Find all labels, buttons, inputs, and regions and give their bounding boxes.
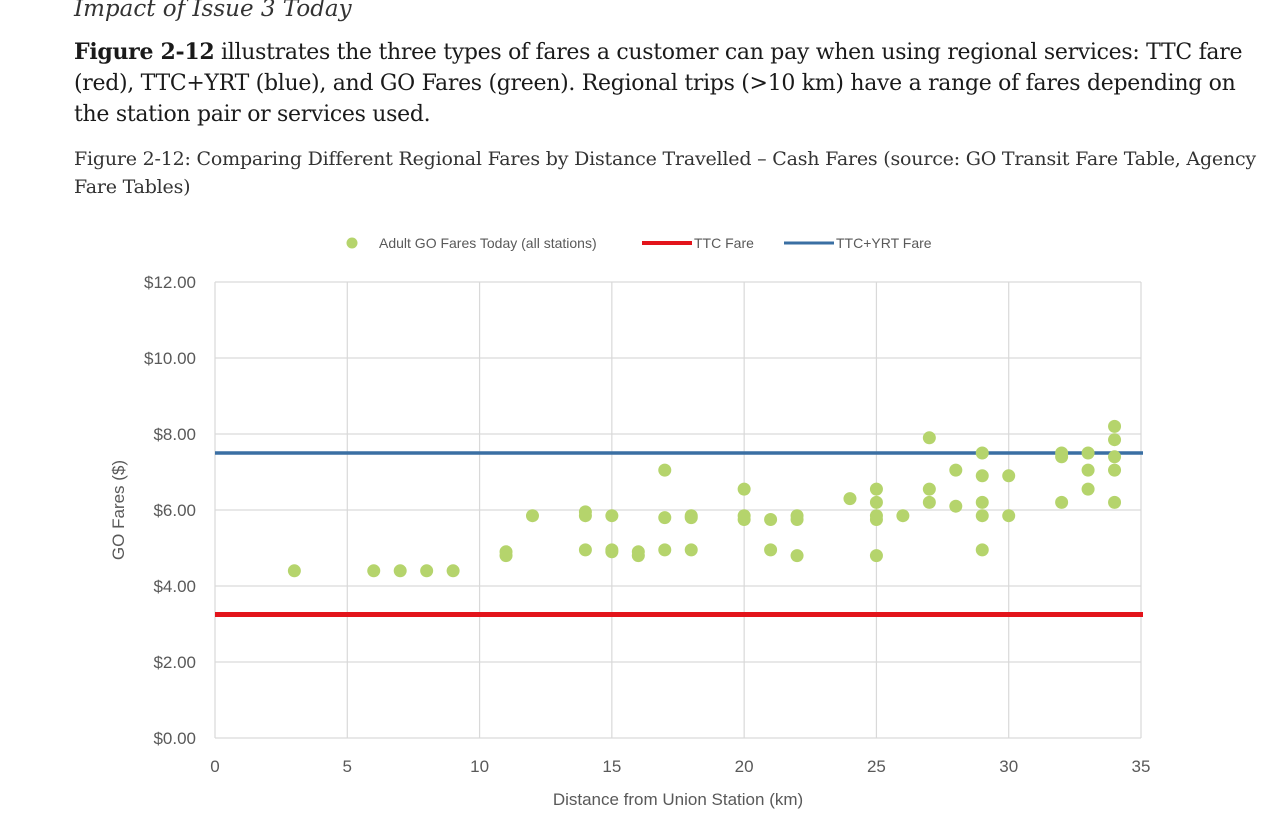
go-fare-point <box>975 509 989 523</box>
go-fare-point <box>684 509 698 523</box>
go-fare-point <box>1055 446 1069 460</box>
y-tick-label: $8.00 <box>153 425 196 444</box>
go-fare-point <box>975 446 989 460</box>
go-fare-point <box>1002 509 1016 523</box>
chart-legend: Adult GO Fares Today (all stations) TTC … <box>346 235 932 251</box>
y-tick-label: $6.00 <box>153 501 196 520</box>
y-tick-label: $10.00 <box>144 349 196 368</box>
x-tick-label: 20 <box>735 757 754 776</box>
go-fare-point <box>1055 495 1069 509</box>
go-fare-point <box>1108 495 1122 509</box>
go-fare-point <box>287 564 301 578</box>
go-fare-point <box>869 509 883 523</box>
go-fare-point <box>446 564 460 578</box>
go-fare-point <box>790 549 804 563</box>
go-fare-point <box>1081 463 1095 477</box>
y-tick-label: $0.00 <box>153 729 196 748</box>
x-tick-label: 10 <box>470 757 489 776</box>
go-fare-point <box>737 509 751 523</box>
go-fare-point <box>764 543 778 557</box>
go-fare-point <box>658 463 672 477</box>
legend-yrt-label: TTC+YRT Fare <box>836 235 932 251</box>
go-fare-point <box>843 492 857 506</box>
go-fare-point <box>975 543 989 557</box>
y-axis-title: GO Fares ($) <box>109 460 128 560</box>
go-fare-point <box>367 564 381 578</box>
legend-ttc-label: TTC Fare <box>694 235 754 251</box>
go-fare-point <box>869 549 883 563</box>
go-fare-point <box>922 495 936 509</box>
legend-go-marker <box>346 237 358 249</box>
body-paragraph: Figure 2-12 illustrates the three types … <box>74 37 1264 130</box>
x-tick-label: 25 <box>867 757 886 776</box>
go-fare-point <box>684 543 698 557</box>
axis-ticks-layer: $0.00 $2.00 $4.00 $6.00 $8.00 $10.00 $12.00 0 5 1… <box>144 273 1150 776</box>
go-fare-point <box>658 511 672 525</box>
x-tick-label: 5 <box>343 757 352 776</box>
go-fare-point <box>605 543 619 557</box>
figure-reference: Figure 2-12 <box>74 39 215 65</box>
go-fare-point <box>605 509 619 523</box>
go-fare-point <box>1081 446 1095 460</box>
go-fare-point <box>922 431 936 445</box>
grid-layer <box>214 281 1142 739</box>
x-axis-title: Distance from Union Station (km) <box>553 790 803 809</box>
go-fare-point <box>869 495 883 509</box>
x-tick-label: 0 <box>210 757 219 776</box>
legend-go-label: Adult GO Fares Today (all stations) <box>379 235 597 251</box>
go-fare-point <box>949 463 963 477</box>
go-fare-point <box>949 499 963 513</box>
go-fare-point <box>975 469 989 483</box>
go-fare-point <box>737 482 751 496</box>
go-fare-point <box>578 505 592 519</box>
y-tick-label: $4.00 <box>153 577 196 596</box>
x-tick-label: 30 <box>999 757 1018 776</box>
go-fare-point <box>1002 469 1016 483</box>
figure-caption: Figure 2-12: Comparing Different Regiona… <box>74 148 1256 198</box>
go-fare-point <box>922 482 936 496</box>
go-fare-point <box>869 482 883 496</box>
y-tick-label: $12.00 <box>144 273 196 292</box>
go-fare-point <box>1108 450 1122 464</box>
paragraph-text: illustrates the three types of fares a c… <box>74 40 1243 127</box>
go-fare-point <box>975 495 989 509</box>
go-fare-point <box>420 564 434 578</box>
go-fare-point <box>658 543 672 557</box>
x-tick-label: 35 <box>1132 757 1151 776</box>
go-fare-point <box>764 513 778 526</box>
x-tick-label: 15 <box>602 757 621 776</box>
go-fare-point <box>1081 482 1095 496</box>
go-fare-point <box>499 545 513 559</box>
go-fare-point <box>525 509 539 523</box>
go-fare-point <box>896 509 910 523</box>
section-heading: Impact of Issue 3 Today <box>74 0 352 22</box>
go-fare-points-layer <box>287 419 1122 578</box>
go-fare-point <box>1108 433 1122 447</box>
go-fare-point <box>1108 419 1122 433</box>
go-fare-point <box>631 545 645 559</box>
go-fare-point <box>790 509 804 523</box>
go-fare-point <box>1108 463 1122 477</box>
go-fare-point <box>393 564 407 578</box>
y-tick-label: $2.00 <box>153 653 196 672</box>
go-fare-point <box>578 543 592 557</box>
